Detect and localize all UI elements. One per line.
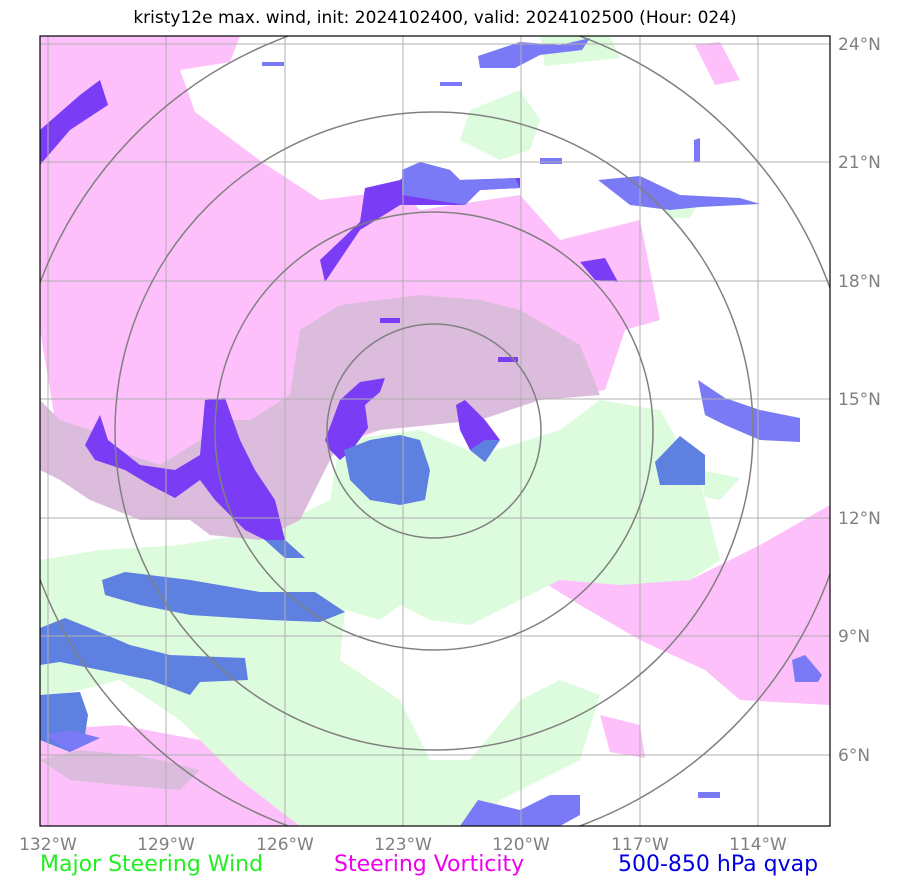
graticule <box>40 36 830 826</box>
latitude-ticks: 24°N 21°N 18°N 15°N 12°N 9°N 6°N <box>838 35 881 766</box>
lon-tick-label: 120°W <box>492 835 550 855</box>
legend-steering-vorticity: Steering Vorticity <box>334 852 525 877</box>
legend-steering-wind: Major Steering Wind <box>40 852 264 877</box>
lon-tick-label: 117°W <box>611 835 669 855</box>
map-frame <box>39 35 831 827</box>
lat-tick-label: 12°N <box>838 509 881 529</box>
distance-rings <box>40 36 830 826</box>
lat-tick-label: 21°N <box>838 153 881 173</box>
longitude-ticks: 132°W 129°W 126°W 123°W 120°W 117°W 114°… <box>19 835 787 855</box>
lon-tick-label: 129°W <box>137 835 195 855</box>
map-title: kristy12e max. wind, init: 2024102400, v… <box>133 8 737 28</box>
lat-tick-label: 9°N <box>838 627 870 647</box>
lat-tick-label: 18°N <box>838 272 881 292</box>
lon-tick-label: 123°W <box>374 835 432 855</box>
lat-tick-label: 24°N <box>838 35 881 55</box>
lon-tick-label: 126°W <box>256 835 314 855</box>
lon-tick-label: 114°W <box>729 835 787 855</box>
lat-tick-label: 15°N <box>838 390 881 410</box>
legend-qvap: 500-850 hPa qvap <box>618 852 819 877</box>
lat-tick-label: 6°N <box>838 746 870 766</box>
lon-tick-label: 132°W <box>19 835 77 855</box>
